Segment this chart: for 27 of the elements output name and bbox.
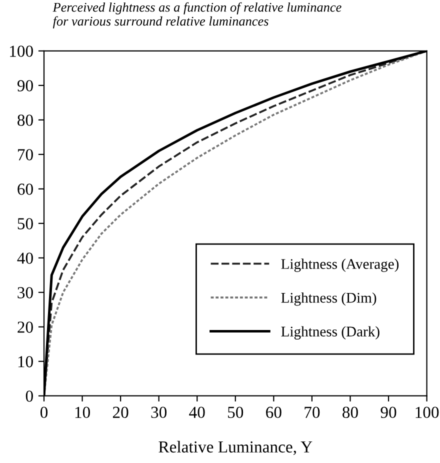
x-tick-label: 30 — [151, 406, 167, 418]
y-tick-label: 30 — [18, 287, 33, 298]
x-tick-label: 0 — [40, 406, 48, 418]
y-tick-label: 40 — [17, 252, 33, 264]
y-tick-label: 0 — [26, 390, 33, 402]
x-tick-label: 20 — [112, 406, 128, 418]
y-tick-label: 50 — [18, 218, 33, 230]
legend-label: Lightness (Dim) — [281, 292, 376, 306]
legend-label: Lightness (Dark) — [281, 326, 380, 340]
legend-label: Lightness (Average) — [281, 258, 399, 272]
y-tick-label: 100 — [10, 46, 33, 57]
y-tick-label: 10 — [18, 356, 33, 368]
y-tick-label: 90 — [17, 80, 33, 92]
x-tick-label: 70 — [304, 406, 320, 418]
x-tick-label: 40 — [189, 406, 205, 418]
y-tick-label: 70 — [18, 149, 33, 160]
y-tick-label: 60 — [18, 184, 33, 195]
x-tick-label: 60 — [266, 406, 282, 418]
y-tick-label: 80 — [18, 114, 33, 126]
x-tick-label: 50 — [228, 406, 244, 418]
x-tick-label: 100 — [416, 406, 439, 418]
x-tick-label: 10 — [75, 406, 90, 418]
chart-title: Perceived lightness as a function of relative luminance for various surround relative luminances — [52, 2, 342, 28]
x-tick-label: 80 — [342, 406, 358, 418]
x-axis-title: Relative Luminance, Y — [158, 440, 312, 455]
y-tick-label: 20 — [18, 322, 33, 333]
x-tick-label: 90 — [380, 406, 396, 418]
